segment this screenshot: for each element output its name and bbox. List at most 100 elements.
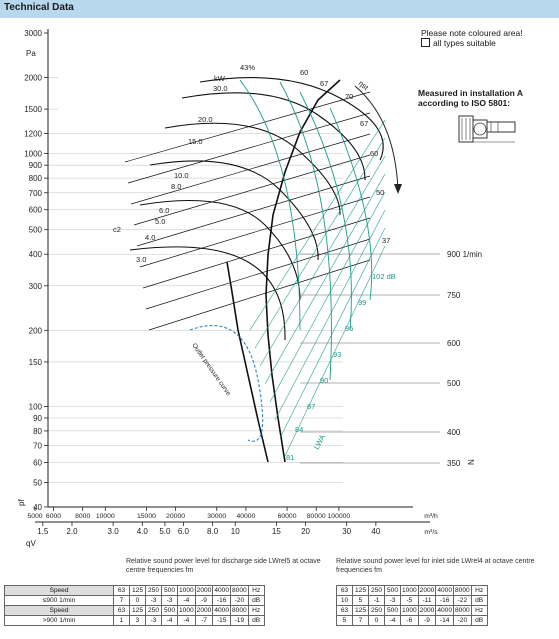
table-cell: -15 (212, 615, 232, 626)
x2-tick-label: 10 (231, 527, 240, 536)
table-cell: 500 (384, 605, 401, 616)
velocity-label: c2 (113, 225, 121, 234)
table-cell: 125 (352, 605, 369, 616)
power-label: 30.0 (213, 84, 228, 93)
efficiency-arrow (354, 85, 399, 191)
y-tick-label: 3000 (24, 29, 42, 38)
system-curve (265, 79, 341, 463)
sound-line (264, 173, 386, 385)
power-label: 20.0 (198, 115, 213, 124)
x-tick-label: 30000 (207, 513, 226, 520)
table-cell: -4 (384, 615, 401, 626)
table-cell: 125 (129, 585, 146, 596)
table-cell: Hz (470, 605, 488, 616)
table-cell: -20 (453, 615, 472, 626)
table-cell: -4 (177, 615, 196, 626)
table-cell: 125 (129, 605, 146, 616)
speed-label: 500 (447, 379, 461, 388)
efficiency-label: 67 (320, 79, 328, 88)
table-cell: 250 (368, 585, 385, 596)
row-label: Speed (4, 605, 114, 616)
table-cell: 500 (161, 585, 178, 596)
y-tick-label: 50 (33, 479, 42, 488)
table-cell: 500 (384, 585, 401, 596)
row-label: Speed (4, 585, 114, 596)
outlet-pressure-curve (189, 325, 264, 442)
caption-inlet: Relative sound power level for inlet sid… (336, 558, 535, 574)
table-cell: 2000 (417, 585, 437, 596)
power-label: 3.0 (136, 255, 146, 264)
efficiency-curve (329, 107, 373, 301)
table-cell: -4 (161, 615, 178, 626)
y-tick-label: 200 (29, 326, 43, 335)
speed-axis-label: N (467, 459, 476, 465)
sound-level-label: 93 (333, 350, 341, 359)
table-cell: 5 (352, 595, 369, 606)
x2-tick-label: 1.5 (37, 527, 49, 536)
x-axis-unit-m3h: m³/h (424, 513, 438, 520)
x2-tick-label: 40 (371, 527, 380, 536)
efficiency-label: 67 (360, 119, 368, 128)
y-tick-label: 600 (29, 206, 43, 215)
x2-tick-label: 30 (342, 527, 351, 536)
table-cell: 7 (352, 615, 369, 626)
y-tick-label: 500 (29, 226, 43, 235)
x2-tick-label: 5.0 (159, 527, 171, 536)
x-tick-label: 15000 (137, 513, 156, 520)
power-unit: kW (214, 74, 226, 83)
x2-tick-label: 2.0 (66, 527, 78, 536)
table-cell: -11 (417, 595, 437, 606)
table-cell: 10 (336, 595, 353, 606)
sound-table-inlet: 63 125 250 500 1000 2000 4000 8000 Hz 10… (336, 585, 488, 626)
table-cell: 1000 (400, 585, 419, 596)
power-label: 15.0 (188, 137, 203, 146)
sound-level-label: 87 (307, 402, 315, 411)
row-label: >900 1/min (4, 615, 114, 626)
caption-discharge: Relative sound power level for discharge… (126, 558, 321, 574)
table-cell: -6 (400, 615, 419, 626)
table-cell: Hz (247, 585, 265, 596)
note-legend-text: all types suitable (433, 38, 496, 48)
power-line (142, 217, 371, 289)
note-legend: all types suitable (421, 38, 523, 48)
efficiency-curve (239, 79, 301, 331)
y-tick-label: 400 (29, 250, 43, 259)
table-cell: -3 (161, 595, 178, 606)
x2-tick-label: 20 (301, 527, 310, 536)
y-tick-label: 150 (29, 358, 43, 367)
speed-label: 750 (447, 291, 461, 300)
efficiency-label: 43% (240, 63, 255, 72)
sound-axis-label: LWA (312, 433, 327, 451)
power-label: 10.0 (174, 171, 189, 180)
table-cell: -9 (417, 615, 437, 626)
table-cell: -3 (384, 595, 401, 606)
power-line (130, 133, 371, 205)
table-cell: 1000 (177, 605, 196, 616)
y-tick-label: 90 (33, 414, 42, 423)
table-cell: 1000 (177, 585, 196, 596)
x-axis-symbol: qV (26, 539, 36, 548)
y-tick-label: 700 (29, 189, 43, 198)
efficiency-label: 60 (370, 149, 378, 158)
legend-box-icon (421, 38, 430, 47)
speed-label: 400 (447, 428, 461, 437)
y-tick-label: 80 (33, 427, 42, 436)
table-row: 63 125 250 500 1000 2000 4000 8000 Hz (336, 585, 488, 596)
y-tick-label: 800 (29, 174, 43, 183)
fan-speed-curve (129, 246, 286, 341)
table-cell: dB (247, 615, 265, 626)
table-row: >900 1/min 1 3 -3 -4 -4 -7 -15 -19 dB (4, 615, 265, 626)
power-line (139, 196, 371, 268)
table-cell: 3 (129, 615, 146, 626)
table-cell: 8000 (230, 585, 249, 596)
outlet-pressure-label: Outlet pressure curve (190, 342, 232, 397)
sound-line (274, 209, 386, 421)
x-tick-label: 100000 (328, 513, 351, 520)
table-row: Speed 63 125 250 500 1000 2000 4000 8000… (4, 585, 265, 596)
x2-tick-label: 3.0 (108, 527, 120, 536)
y-tick-label: 1000 (24, 150, 42, 159)
table-cell: 250 (145, 585, 162, 596)
x-tick-label: 6000 (46, 513, 61, 520)
power-line (136, 175, 371, 247)
sound-line (284, 245, 386, 457)
